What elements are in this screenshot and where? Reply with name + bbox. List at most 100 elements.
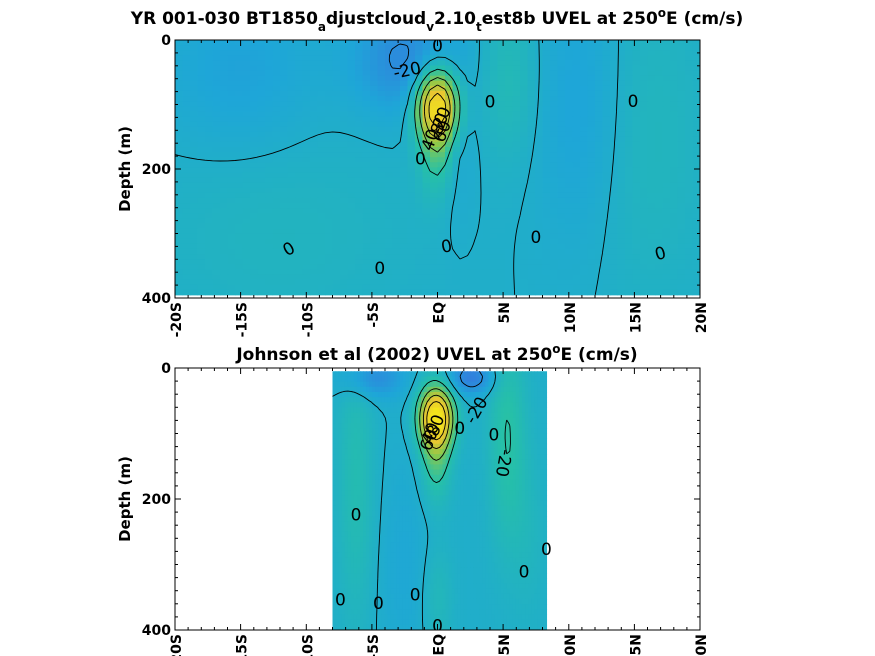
heatmap-cell — [250, 70, 259, 77]
heatmap-cell — [350, 459, 355, 466]
heatmap-cell — [685, 284, 694, 291]
heatmap-cell — [212, 80, 221, 87]
heatmap-cell — [377, 218, 386, 225]
heatmap-cell — [490, 264, 499, 270]
heatmap-cell — [445, 386, 450, 393]
heatmap-cell — [280, 60, 289, 67]
heatmap-cell — [445, 213, 454, 219]
heatmap-cell — [647, 167, 656, 174]
heatmap-cell — [543, 371, 548, 378]
heatmap-cell — [317, 121, 326, 128]
heatmap-cell — [497, 386, 502, 393]
heatmap-cell — [366, 448, 370, 455]
heatmap-cell — [227, 121, 236, 128]
heatmap-cell — [385, 75, 394, 82]
heatmap-cell — [445, 40, 454, 46]
heatmap-cell — [463, 407, 468, 414]
heatmap-cell — [685, 248, 694, 255]
heatmap-cell — [527, 197, 536, 204]
heatmap-cell — [543, 464, 548, 471]
heatmap-cell — [175, 243, 184, 250]
heatmap-cell — [542, 203, 551, 209]
heatmap-cell — [402, 391, 407, 398]
heatmap-cell — [175, 70, 184, 77]
heatmap-cell — [550, 259, 559, 265]
heatmap-cell — [445, 289, 454, 296]
heatmap-cell — [344, 423, 349, 429]
heatmap-cell — [385, 121, 394, 128]
heatmap-cell — [205, 259, 214, 265]
heatmap-cell — [332, 264, 341, 270]
heatmap-cell — [572, 131, 581, 138]
heatmap-cell — [595, 167, 604, 174]
heatmap-cell — [377, 147, 386, 153]
heatmap-cell — [460, 259, 469, 265]
heatmap-cell — [482, 402, 486, 409]
heatmap-cell — [488, 407, 493, 414]
heatmap-cell — [500, 438, 505, 445]
heatmap-cell — [617, 121, 626, 128]
heatmap-cell — [525, 428, 529, 434]
heatmap-cell — [250, 187, 259, 194]
heatmap-cell — [602, 45, 611, 51]
heatmap-cell — [640, 284, 649, 291]
heatmap-cell — [467, 60, 476, 67]
heatmap-cell — [482, 248, 491, 255]
heatmap-cell — [528, 464, 532, 471]
heatmap-cell — [534, 381, 538, 388]
heatmap-cell — [197, 116, 206, 123]
heatmap-cell — [497, 269, 506, 275]
heatmap-cell — [280, 55, 289, 61]
heatmap-cell — [442, 459, 447, 466]
heatmap-cell — [452, 243, 461, 250]
heatmap-cell — [482, 269, 491, 275]
heatmap-cell — [565, 60, 574, 67]
heatmap-cell — [405, 391, 410, 398]
heatmap-cell — [317, 182, 326, 189]
heatmap-cell — [662, 60, 671, 67]
heatmap-cell — [520, 187, 529, 194]
heatmap-cell — [422, 131, 431, 138]
heatmap-cell — [497, 254, 506, 260]
contour-label: 0 — [653, 243, 669, 265]
heatmap-cell — [632, 254, 641, 260]
heatmap-cell — [442, 443, 447, 450]
heatmap-cell — [692, 141, 700, 148]
heatmap-cell — [602, 40, 611, 46]
heatmap-cell — [463, 417, 468, 424]
heatmap-cell — [467, 131, 476, 138]
heatmap-cell — [482, 162, 491, 168]
heatmap-cell — [512, 203, 521, 209]
heatmap-cell — [340, 177, 349, 184]
heatmap-cell — [565, 248, 574, 255]
heatmap-cell — [190, 248, 199, 255]
heatmap-cell — [662, 243, 671, 250]
heatmap-cell — [347, 70, 356, 77]
heatmap-cell — [625, 131, 634, 138]
heatmap-cell — [287, 131, 296, 138]
heatmap-cell — [310, 233, 319, 240]
heatmap-cell — [415, 65, 424, 72]
heatmap-cell — [325, 264, 334, 270]
heatmap-cell — [525, 454, 529, 460]
heatmap-cell — [692, 90, 700, 97]
heatmap-cell — [454, 381, 459, 388]
heatmap-cell — [325, 223, 334, 230]
heatmap-cell — [692, 213, 700, 219]
heatmap-cell — [662, 40, 671, 46]
heatmap-cell — [557, 223, 566, 230]
heatmap-cell — [476, 448, 480, 455]
heatmap-cell — [387, 417, 392, 424]
heatmap-cell — [272, 65, 281, 72]
heatmap-cell — [332, 111, 341, 118]
heatmap-cell — [587, 274, 596, 281]
heatmap-cell — [355, 172, 364, 179]
heatmap-cell — [442, 402, 447, 409]
heatmap-cell — [175, 264, 184, 270]
heatmap-cell — [436, 412, 441, 419]
heatmap-cell — [572, 182, 581, 189]
heatmap-cell — [512, 187, 521, 194]
heatmap-cell — [422, 274, 431, 281]
heatmap-cell — [387, 371, 392, 378]
heatmap-cell — [250, 85, 259, 92]
